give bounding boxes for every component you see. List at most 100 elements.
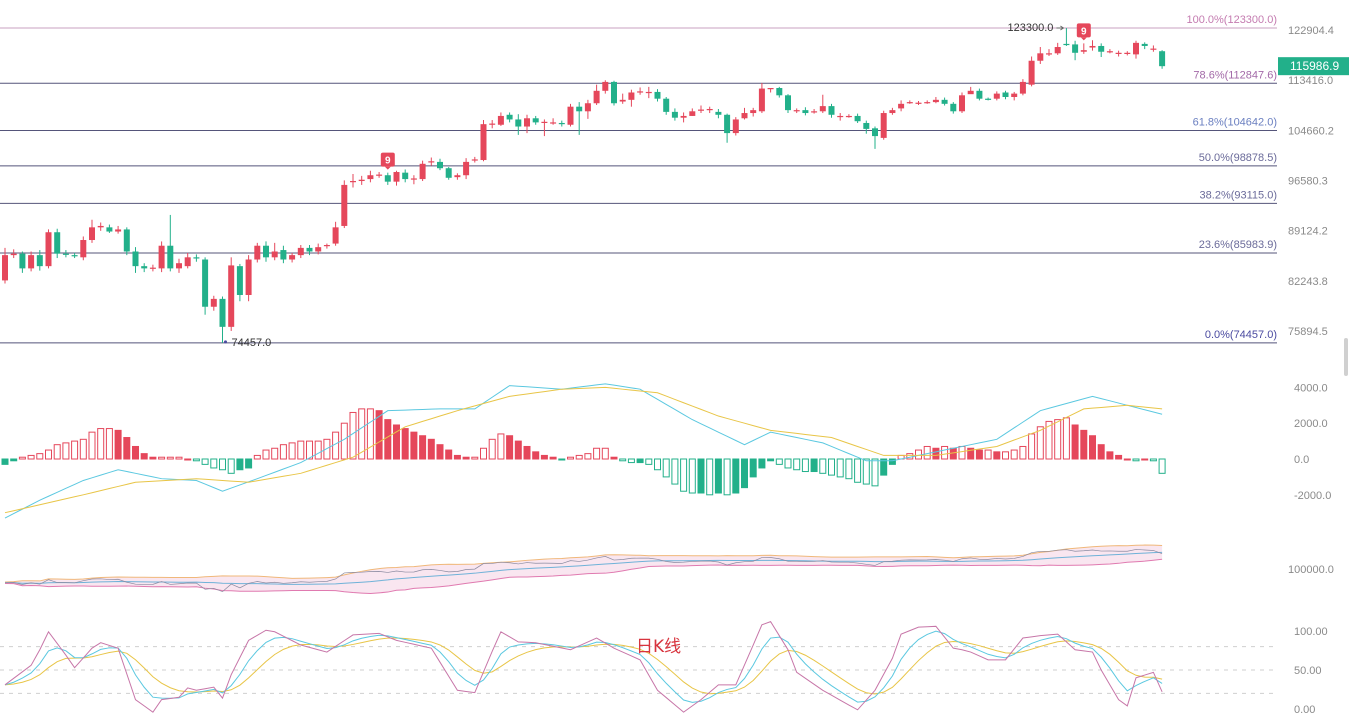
macd-bar: [871, 458, 879, 487]
price-tick-label: 89124.2: [1288, 226, 1328, 238]
macd-bar: [506, 435, 514, 460]
macd-bar: [410, 431, 418, 460]
candlesticks: [2, 27, 1166, 343]
macd-bar: [888, 458, 896, 465]
candle-up: [1133, 42, 1139, 55]
macd-bar: [18, 456, 26, 460]
fib-label: 78.6%(112847.6): [1193, 69, 1277, 81]
candle-down: [280, 250, 287, 260]
candle-up: [1019, 81, 1026, 94]
candle-down: [36, 255, 43, 267]
macd-bar: [288, 442, 296, 460]
macd-bar: [775, 458, 783, 465]
macd-bar: [749, 458, 757, 478]
macd-bar: [105, 428, 113, 460]
candle-up: [341, 184, 348, 226]
fib-label: 0.0%(74457.0): [1205, 329, 1277, 341]
candle-down: [654, 91, 661, 99]
macd-panel: 4000.0 2000.0 0.0 -2000.0: [1, 382, 1331, 519]
macd-bar: [601, 447, 609, 460]
candle-up: [915, 102, 922, 104]
price-tick-label: 104660.2: [1288, 125, 1334, 137]
macd-bar: [610, 456, 618, 460]
candle-up: [289, 255, 296, 260]
macd-bar: [836, 458, 844, 478]
candle-down: [384, 175, 391, 182]
macd-bar: [549, 456, 557, 460]
candle-up: [297, 247, 304, 256]
candle-down: [167, 245, 174, 269]
candle-up: [750, 110, 757, 114]
macd-bar: [1002, 451, 1009, 460]
macd-bar: [1045, 420, 1053, 460]
candle-up: [97, 225, 104, 228]
candle-up: [845, 115, 852, 118]
candle-up: [1089, 45, 1096, 48]
macd-bar: [1158, 458, 1166, 474]
kdj-panel: 100.00 50.00 0.00: [0, 621, 1328, 716]
candle-down: [976, 90, 983, 99]
macd-bar: [845, 458, 853, 480]
candle-up: [628, 92, 635, 100]
candle-up: [454, 175, 461, 178]
macd-bar: [158, 456, 166, 460]
candle-down: [54, 232, 61, 254]
macd-bar: [993, 451, 1001, 460]
candle-down: [141, 266, 148, 269]
candle-down: [671, 111, 678, 118]
candle-up: [811, 111, 818, 113]
macd-bar: [114, 429, 122, 460]
macd-bar: [828, 458, 835, 476]
macd-bar: [366, 408, 374, 460]
macd-bar: [1010, 449, 1018, 460]
candle-up: [367, 175, 374, 180]
macd-bar: [219, 458, 226, 471]
macd-bar: [401, 428, 409, 460]
macd-bar: [584, 453, 592, 460]
macd-bar: [36, 453, 44, 460]
macd-bar: [88, 431, 96, 460]
macd-bar: [793, 458, 801, 471]
candle-up: [819, 106, 826, 112]
price-tick-label: 82243.8: [1288, 276, 1328, 288]
macd-bar: [140, 453, 148, 460]
macd-bar: [184, 458, 192, 461]
candle-up: [28, 255, 35, 269]
candle-up: [698, 109, 704, 111]
macd-tick-label: -2000.0: [1294, 490, 1331, 502]
td-signal-badge: [1076, 23, 1091, 38]
macd-bar: [575, 454, 583, 460]
last-price-label: 115986.9: [1290, 59, 1339, 73]
candle-up: [593, 90, 600, 104]
macd-bar: [671, 458, 679, 485]
macd-bar: [714, 458, 722, 494]
macd-bar: [427, 438, 435, 460]
candle-down: [1002, 92, 1009, 97]
candle-up: [1124, 52, 1131, 54]
kdj-tick-label: 50.00: [1294, 665, 1322, 677]
macd-bar: [175, 456, 183, 460]
kdj-k-line: [4, 630, 1163, 703]
candle-down: [576, 106, 583, 112]
macd-bar: [1089, 435, 1096, 460]
scrollbar[interactable]: [1344, 338, 1348, 376]
candle-up: [419, 163, 426, 180]
candle-up: [2, 255, 8, 281]
macd-bar: [314, 440, 322, 460]
macd-bar: [723, 458, 731, 496]
candle-up: [637, 91, 644, 93]
candle-up: [1106, 51, 1113, 53]
candle-down: [1098, 45, 1105, 52]
macd-bar: [132, 445, 139, 460]
macd-bar: [645, 458, 653, 465]
candle-down: [402, 172, 409, 180]
last-price-box: [1278, 57, 1349, 76]
candle-down: [724, 114, 731, 134]
macd-bar: [480, 447, 487, 460]
macd-bar: [436, 444, 444, 460]
macd-bar: [375, 410, 383, 460]
macd-bar: [1, 458, 9, 465]
macd-bar: [306, 440, 313, 460]
macd-bar: [245, 458, 253, 469]
